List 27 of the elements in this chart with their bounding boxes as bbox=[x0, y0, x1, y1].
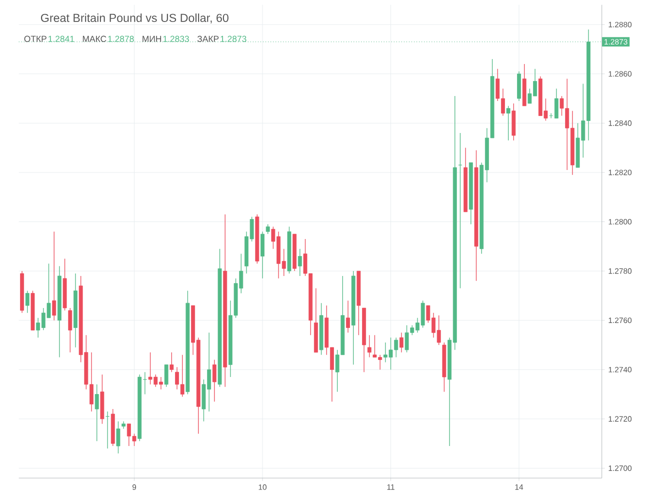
annotation: ОТКР bbox=[24, 36, 46, 42]
candlestick bbox=[458, 132, 462, 289]
candlestick bbox=[399, 332, 404, 353]
candlestick bbox=[94, 384, 99, 442]
annotation: 1.2833 bbox=[163, 36, 189, 42]
candlestick bbox=[266, 224, 270, 235]
annotation: ЗАКР bbox=[197, 36, 219, 42]
candlestick bbox=[116, 421, 120, 454]
annotation: 1.2873 bbox=[220, 36, 246, 42]
candlestick bbox=[52, 231, 56, 321]
text: Great Britain Pound vs US Dollar, 60 bbox=[40, 14, 228, 24]
candlestick bbox=[346, 300, 350, 334]
candlestick bbox=[260, 231, 264, 279]
candlestick bbox=[25, 290, 30, 314]
annotation: МАКС bbox=[82, 36, 106, 42]
annotation: 1.2878 bbox=[108, 36, 134, 42]
candlestick bbox=[298, 248, 302, 277]
candlestick bbox=[506, 106, 510, 141]
candlestick bbox=[164, 364, 168, 388]
annotation: 1.2841 bbox=[48, 36, 74, 42]
annotation: МИН bbox=[142, 36, 162, 42]
candlestick bbox=[170, 352, 174, 373]
candlestick bbox=[68, 308, 72, 353]
candlestick bbox=[212, 360, 216, 402]
candlestick bbox=[106, 411, 110, 450]
candlestick bbox=[367, 334, 372, 358]
candlestick bbox=[122, 421, 126, 430]
